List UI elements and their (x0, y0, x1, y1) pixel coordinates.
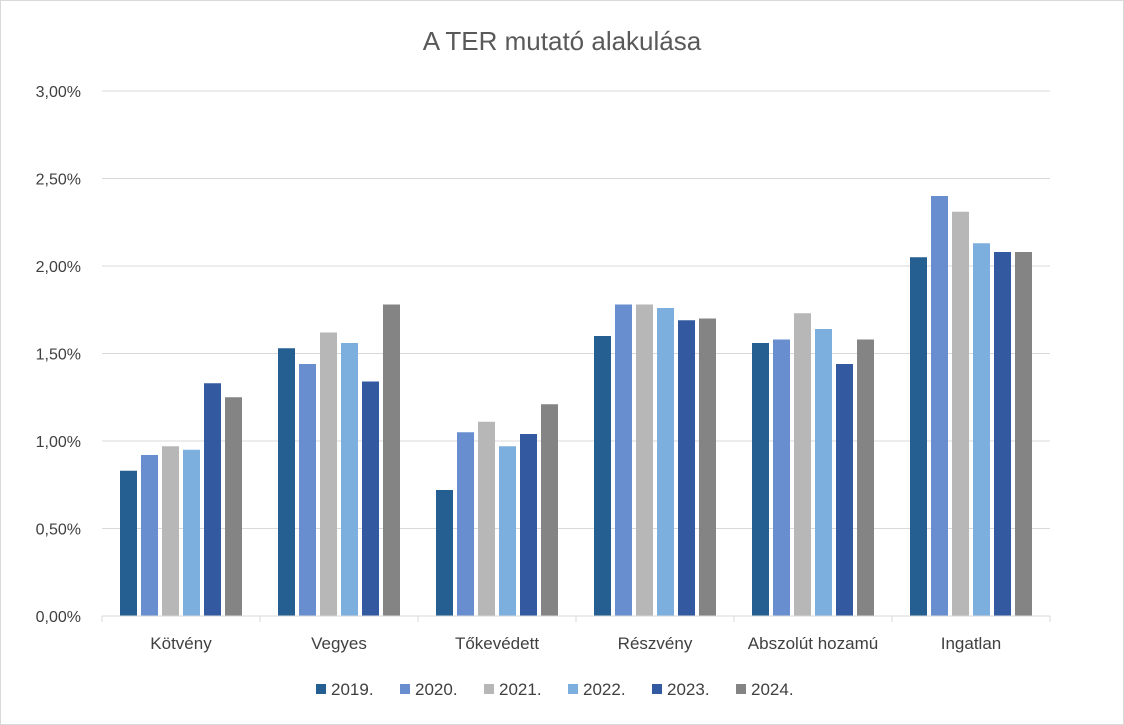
bar (699, 318, 716, 616)
legend-label: 2020. (415, 680, 458, 699)
chart-title: A TER mutató alakulása (423, 26, 702, 56)
bar (678, 320, 695, 616)
y-tick-label: 0,00% (36, 609, 81, 626)
bar (141, 455, 158, 616)
legend: 2019. 2020. 2021. 2022. 2023. 2024. (316, 680, 794, 699)
bar (225, 397, 242, 616)
y-tick-label: 1,00% (36, 434, 81, 451)
bar (341, 343, 358, 616)
bar (836, 364, 853, 616)
bar (299, 364, 316, 616)
y-tick-label: 2,00% (36, 259, 81, 276)
bar (499, 446, 516, 616)
category-label: Ingatlan (941, 634, 1002, 653)
category-label: Tőkevédett (455, 634, 539, 653)
bar (520, 434, 537, 616)
y-tick-label: 2,50% (36, 172, 81, 189)
legend-swatch (652, 684, 662, 694)
bar (931, 196, 948, 616)
bar (278, 348, 295, 616)
bar (657, 308, 674, 616)
bar (383, 304, 400, 616)
bar (457, 432, 474, 616)
y-tick-label: 1,50% (36, 347, 81, 364)
bar (162, 446, 179, 616)
y-tick-label: 3,00% (36, 84, 81, 101)
legend-swatch (736, 684, 746, 694)
bar (478, 421, 495, 616)
bar (1015, 252, 1032, 616)
bar (636, 304, 653, 616)
bar (752, 343, 769, 616)
y-axis-ticks: 0,00% 0,50% 1,00% 1,50% 2,00% 2,50% 3,00% (36, 84, 81, 626)
bar (857, 339, 874, 616)
legend-label: 2022. (583, 680, 626, 699)
bar (994, 252, 1011, 616)
bar (320, 332, 337, 616)
bar (204, 383, 221, 616)
bar (815, 329, 832, 616)
bar (952, 211, 969, 616)
bar (973, 243, 990, 616)
y-tick-label: 0,50% (36, 522, 81, 539)
legend-label: 2021. (499, 680, 542, 699)
category-label: Kötvény (150, 634, 212, 653)
bar (120, 470, 137, 616)
legend-label: 2024. (751, 680, 794, 699)
x-axis: Kötvény Vegyes Tőkevédett Részvény Abszolút … (101, 615, 1051, 653)
bar (362, 381, 379, 616)
bar (594, 336, 611, 616)
category-label: Abszolút hozamú (748, 634, 878, 653)
bar (183, 449, 200, 616)
gridlines (102, 90, 1050, 529)
bar (615, 304, 632, 616)
bar (773, 339, 790, 616)
bars (120, 196, 1032, 616)
legend-swatch (400, 684, 410, 694)
category-label: Részvény (618, 634, 693, 653)
legend-swatch (568, 684, 578, 694)
bar (910, 257, 927, 616)
legend-label: 2023. (667, 680, 710, 699)
bar (794, 313, 811, 616)
bar (436, 490, 453, 616)
legend-label: 2019. (331, 680, 374, 699)
bar (541, 404, 558, 616)
legend-swatch (316, 684, 326, 694)
category-label: Vegyes (311, 634, 367, 653)
legend-swatch (484, 684, 494, 694)
